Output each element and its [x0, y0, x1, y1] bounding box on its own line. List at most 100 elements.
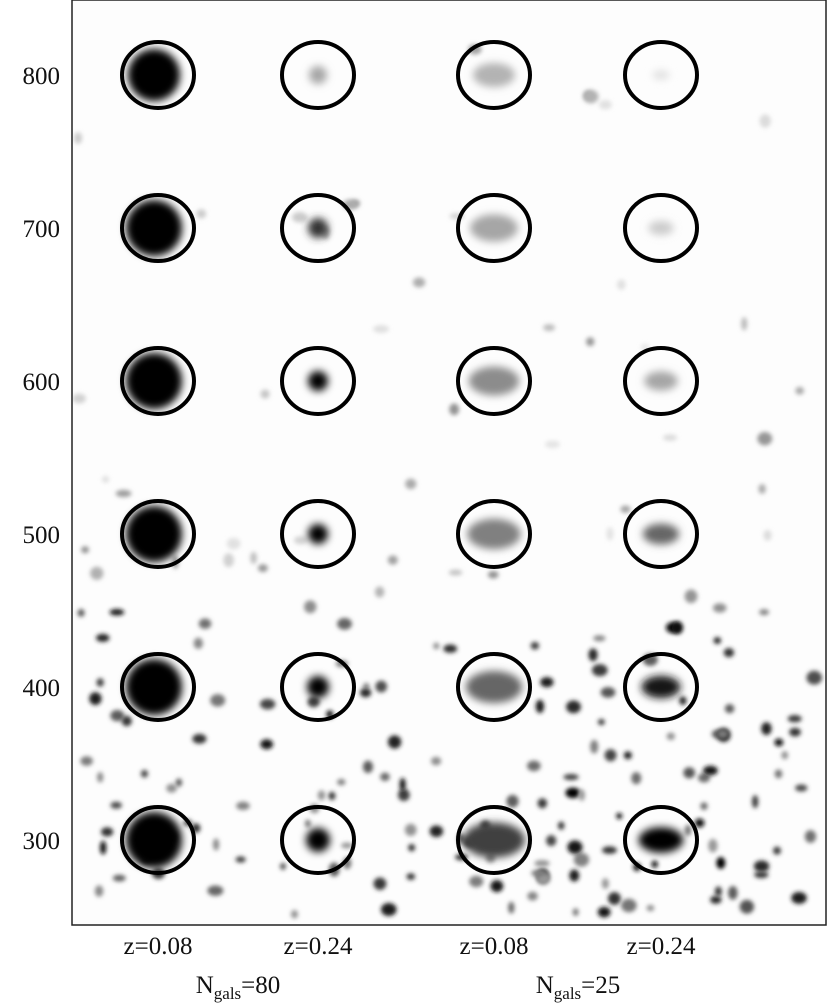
- speck: [223, 553, 234, 568]
- speck: [781, 751, 789, 760]
- speck: [192, 733, 207, 744]
- speck: [487, 570, 499, 579]
- speck: [754, 871, 769, 879]
- speck: [578, 789, 585, 801]
- speck: [337, 778, 346, 786]
- background-sources: [73, 44, 823, 919]
- aperture-circle: [623, 805, 699, 875]
- cluster-blob: [308, 218, 328, 238]
- aperture-circle: [456, 499, 532, 569]
- speck: [387, 735, 402, 749]
- aperture-circle: [120, 805, 196, 875]
- speck: [728, 886, 738, 900]
- speck: [791, 892, 807, 904]
- speck: [694, 818, 705, 828]
- speck: [250, 551, 257, 565]
- speck: [77, 608, 85, 617]
- labels: 800 700 600 500 400 300 z=0.08 z=0.24 z=0.08 z=0.…: [23, 63, 696, 1003]
- speck: [607, 892, 621, 905]
- speck: [602, 846, 617, 854]
- speck: [563, 774, 579, 781]
- speck: [671, 621, 683, 634]
- speck: [684, 589, 698, 604]
- speck: [545, 440, 561, 449]
- cluster-blob: [126, 353, 182, 409]
- cluster-blob: [309, 66, 327, 84]
- speck: [433, 642, 440, 650]
- aperture-circle: [120, 652, 196, 722]
- cluster-blob: [306, 828, 330, 852]
- speck: [531, 869, 547, 877]
- speck: [260, 739, 274, 750]
- speck: [757, 432, 773, 446]
- speck: [89, 692, 102, 706]
- speck: [723, 648, 735, 658]
- aperture-circle: [280, 40, 356, 110]
- speck: [506, 794, 519, 808]
- speck: [362, 760, 374, 774]
- speck: [540, 677, 554, 688]
- aperture-circle: [623, 40, 699, 110]
- speck: [408, 844, 416, 852]
- speck: [490, 880, 504, 893]
- speck: [198, 618, 212, 629]
- speck: [683, 767, 696, 779]
- row-label: 700: [23, 216, 61, 243]
- speck: [684, 824, 692, 836]
- speck: [431, 756, 442, 766]
- speck: [121, 715, 132, 727]
- speck: [360, 688, 372, 698]
- speck: [795, 386, 805, 395]
- speck: [804, 830, 817, 843]
- speck: [806, 670, 823, 685]
- speck: [193, 637, 203, 649]
- speck: [374, 586, 385, 598]
- speck: [115, 489, 132, 498]
- speck: [724, 704, 735, 714]
- aperture-circle: [280, 346, 356, 416]
- cluster-blob: [473, 63, 515, 87]
- aperture-circle: [280, 193, 356, 263]
- speck: [623, 751, 632, 760]
- speck: [710, 895, 722, 904]
- cluster-blob: [128, 49, 180, 101]
- speck: [527, 760, 541, 772]
- cluster-blob: [638, 827, 684, 853]
- speck: [535, 699, 545, 714]
- speck: [741, 317, 748, 331]
- aperture-circle: [120, 193, 196, 263]
- speck: [175, 778, 183, 787]
- speck: [375, 680, 388, 693]
- cluster-blob: [470, 214, 518, 242]
- aperture-circle: [623, 193, 699, 263]
- cluster-blob: [467, 518, 521, 550]
- speck: [380, 772, 390, 782]
- group-label: Ngals=80: [196, 972, 281, 1003]
- speck: [397, 788, 410, 801]
- speck: [537, 798, 548, 809]
- speck: [112, 874, 126, 882]
- speck: [90, 566, 104, 580]
- aperture-circle: [623, 499, 699, 569]
- speck: [100, 840, 107, 855]
- speck: [590, 739, 599, 754]
- aperture-circle: [280, 499, 356, 569]
- group-label-sub: gals: [214, 984, 241, 1003]
- speck: [597, 718, 605, 726]
- speck: [565, 787, 581, 799]
- aperture-circle: [280, 652, 356, 722]
- speck: [279, 862, 287, 870]
- speck: [620, 505, 631, 514]
- speck: [404, 823, 417, 836]
- speck: [96, 678, 104, 687]
- speck: [679, 696, 687, 706]
- speck: [412, 277, 426, 288]
- row-label: 800: [23, 63, 61, 90]
- speck: [109, 609, 125, 616]
- speck: [598, 99, 612, 110]
- speck: [80, 756, 93, 766]
- aperture-circle: [456, 346, 532, 416]
- speck: [739, 899, 755, 914]
- aperture-circle: [623, 652, 699, 722]
